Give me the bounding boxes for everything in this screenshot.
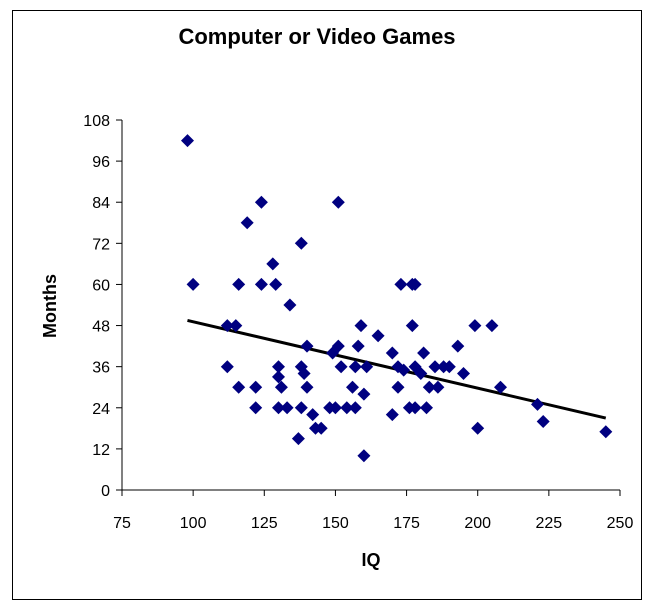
- y-tick-label: 108: [83, 113, 110, 130]
- data-point: [306, 408, 320, 422]
- x-tick-label: 200: [464, 515, 491, 532]
- x-tick-label: 175: [393, 515, 420, 532]
- plot-area: 0 12 24 36 48 60 72 84 96 108 75 100 125 150 175 200 225…: [83, 113, 633, 532]
- data-point: [408, 277, 422, 291]
- data-point: [422, 380, 436, 394]
- y-tick-label: 60: [92, 277, 110, 294]
- chart-title: Computer or Video Games: [178, 24, 455, 49]
- data-point: [280, 401, 294, 415]
- x-tick-label: 100: [180, 515, 207, 532]
- data-point: [249, 380, 263, 394]
- data-point: [229, 319, 243, 333]
- data-point: [220, 319, 234, 333]
- data-point: [300, 380, 314, 394]
- data-point: [283, 298, 297, 312]
- data-point: [357, 387, 371, 401]
- data-point: [420, 401, 433, 415]
- data-point: [451, 339, 465, 353]
- data-point: [294, 401, 308, 415]
- x-tick-label: 125: [251, 515, 278, 532]
- data-point: [360, 360, 374, 374]
- data-point: [348, 401, 362, 415]
- data-point: [417, 346, 431, 360]
- x-tick-label: 250: [607, 515, 634, 532]
- data-point: [536, 415, 550, 428]
- x-tick-label: 75: [113, 515, 131, 532]
- data-point: [431, 380, 445, 394]
- y-axis-title: Months: [40, 274, 60, 338]
- data-point: [272, 360, 285, 374]
- y-tick-label: 84: [92, 195, 110, 212]
- data-point: [249, 401, 263, 415]
- data-point: [232, 277, 246, 291]
- data-point: [485, 319, 499, 333]
- data-point: [269, 277, 283, 291]
- data-point: [397, 363, 411, 377]
- y-tick-label: 24: [92, 401, 110, 418]
- data-point: [254, 195, 268, 209]
- x-axis-title: IQ: [361, 550, 380, 570]
- data-point: [300, 339, 314, 353]
- data-point: [385, 408, 399, 422]
- data-point: [405, 319, 419, 333]
- data-point: [334, 360, 348, 374]
- data-point: [468, 319, 482, 333]
- data-point: [348, 360, 362, 374]
- data-point: [220, 360, 234, 374]
- data-point: [274, 380, 288, 394]
- data-point: [181, 134, 194, 148]
- data-point: [346, 380, 359, 394]
- data-point: [531, 397, 544, 411]
- data-point: [391, 380, 405, 394]
- x-tick-label: 150: [322, 515, 349, 532]
- data-point: [266, 257, 280, 271]
- data-point: [331, 195, 345, 209]
- data-point: [394, 277, 408, 291]
- y-tick-label: 48: [92, 319, 110, 336]
- data-point: [494, 380, 507, 394]
- chart-frame: [12, 10, 642, 600]
- data-point: [254, 277, 268, 291]
- data-point: [442, 360, 456, 374]
- y-tick-label: 72: [92, 236, 110, 253]
- y-tick-label: 12: [92, 442, 110, 459]
- data-point: [314, 421, 328, 435]
- data-point: [186, 277, 200, 291]
- data-point: [272, 370, 285, 384]
- data-point: [354, 319, 368, 333]
- data-point: [272, 401, 285, 415]
- data-point: [471, 421, 485, 435]
- data-point: [297, 367, 311, 380]
- data-point: [428, 360, 442, 374]
- data-point: [291, 432, 305, 446]
- y-tick-label: 96: [92, 154, 110, 171]
- data-point: [323, 401, 337, 415]
- data-point: [351, 339, 365, 353]
- data-point: [414, 367, 428, 380]
- x-tick-label: 225: [536, 515, 563, 532]
- data-point: [331, 339, 345, 353]
- data-point: [371, 329, 385, 343]
- data-point: [599, 425, 613, 439]
- data-point: [240, 216, 254, 230]
- data-point: [408, 401, 422, 415]
- data-point: [385, 346, 399, 360]
- y-tick-label: 0: [101, 483, 110, 500]
- data-point: [232, 380, 246, 394]
- y-tick-label: 36: [92, 360, 110, 377]
- data-point: [457, 367, 470, 380]
- data-point: [294, 236, 308, 250]
- data-point: [357, 449, 371, 463]
- data-point: [340, 401, 354, 415]
